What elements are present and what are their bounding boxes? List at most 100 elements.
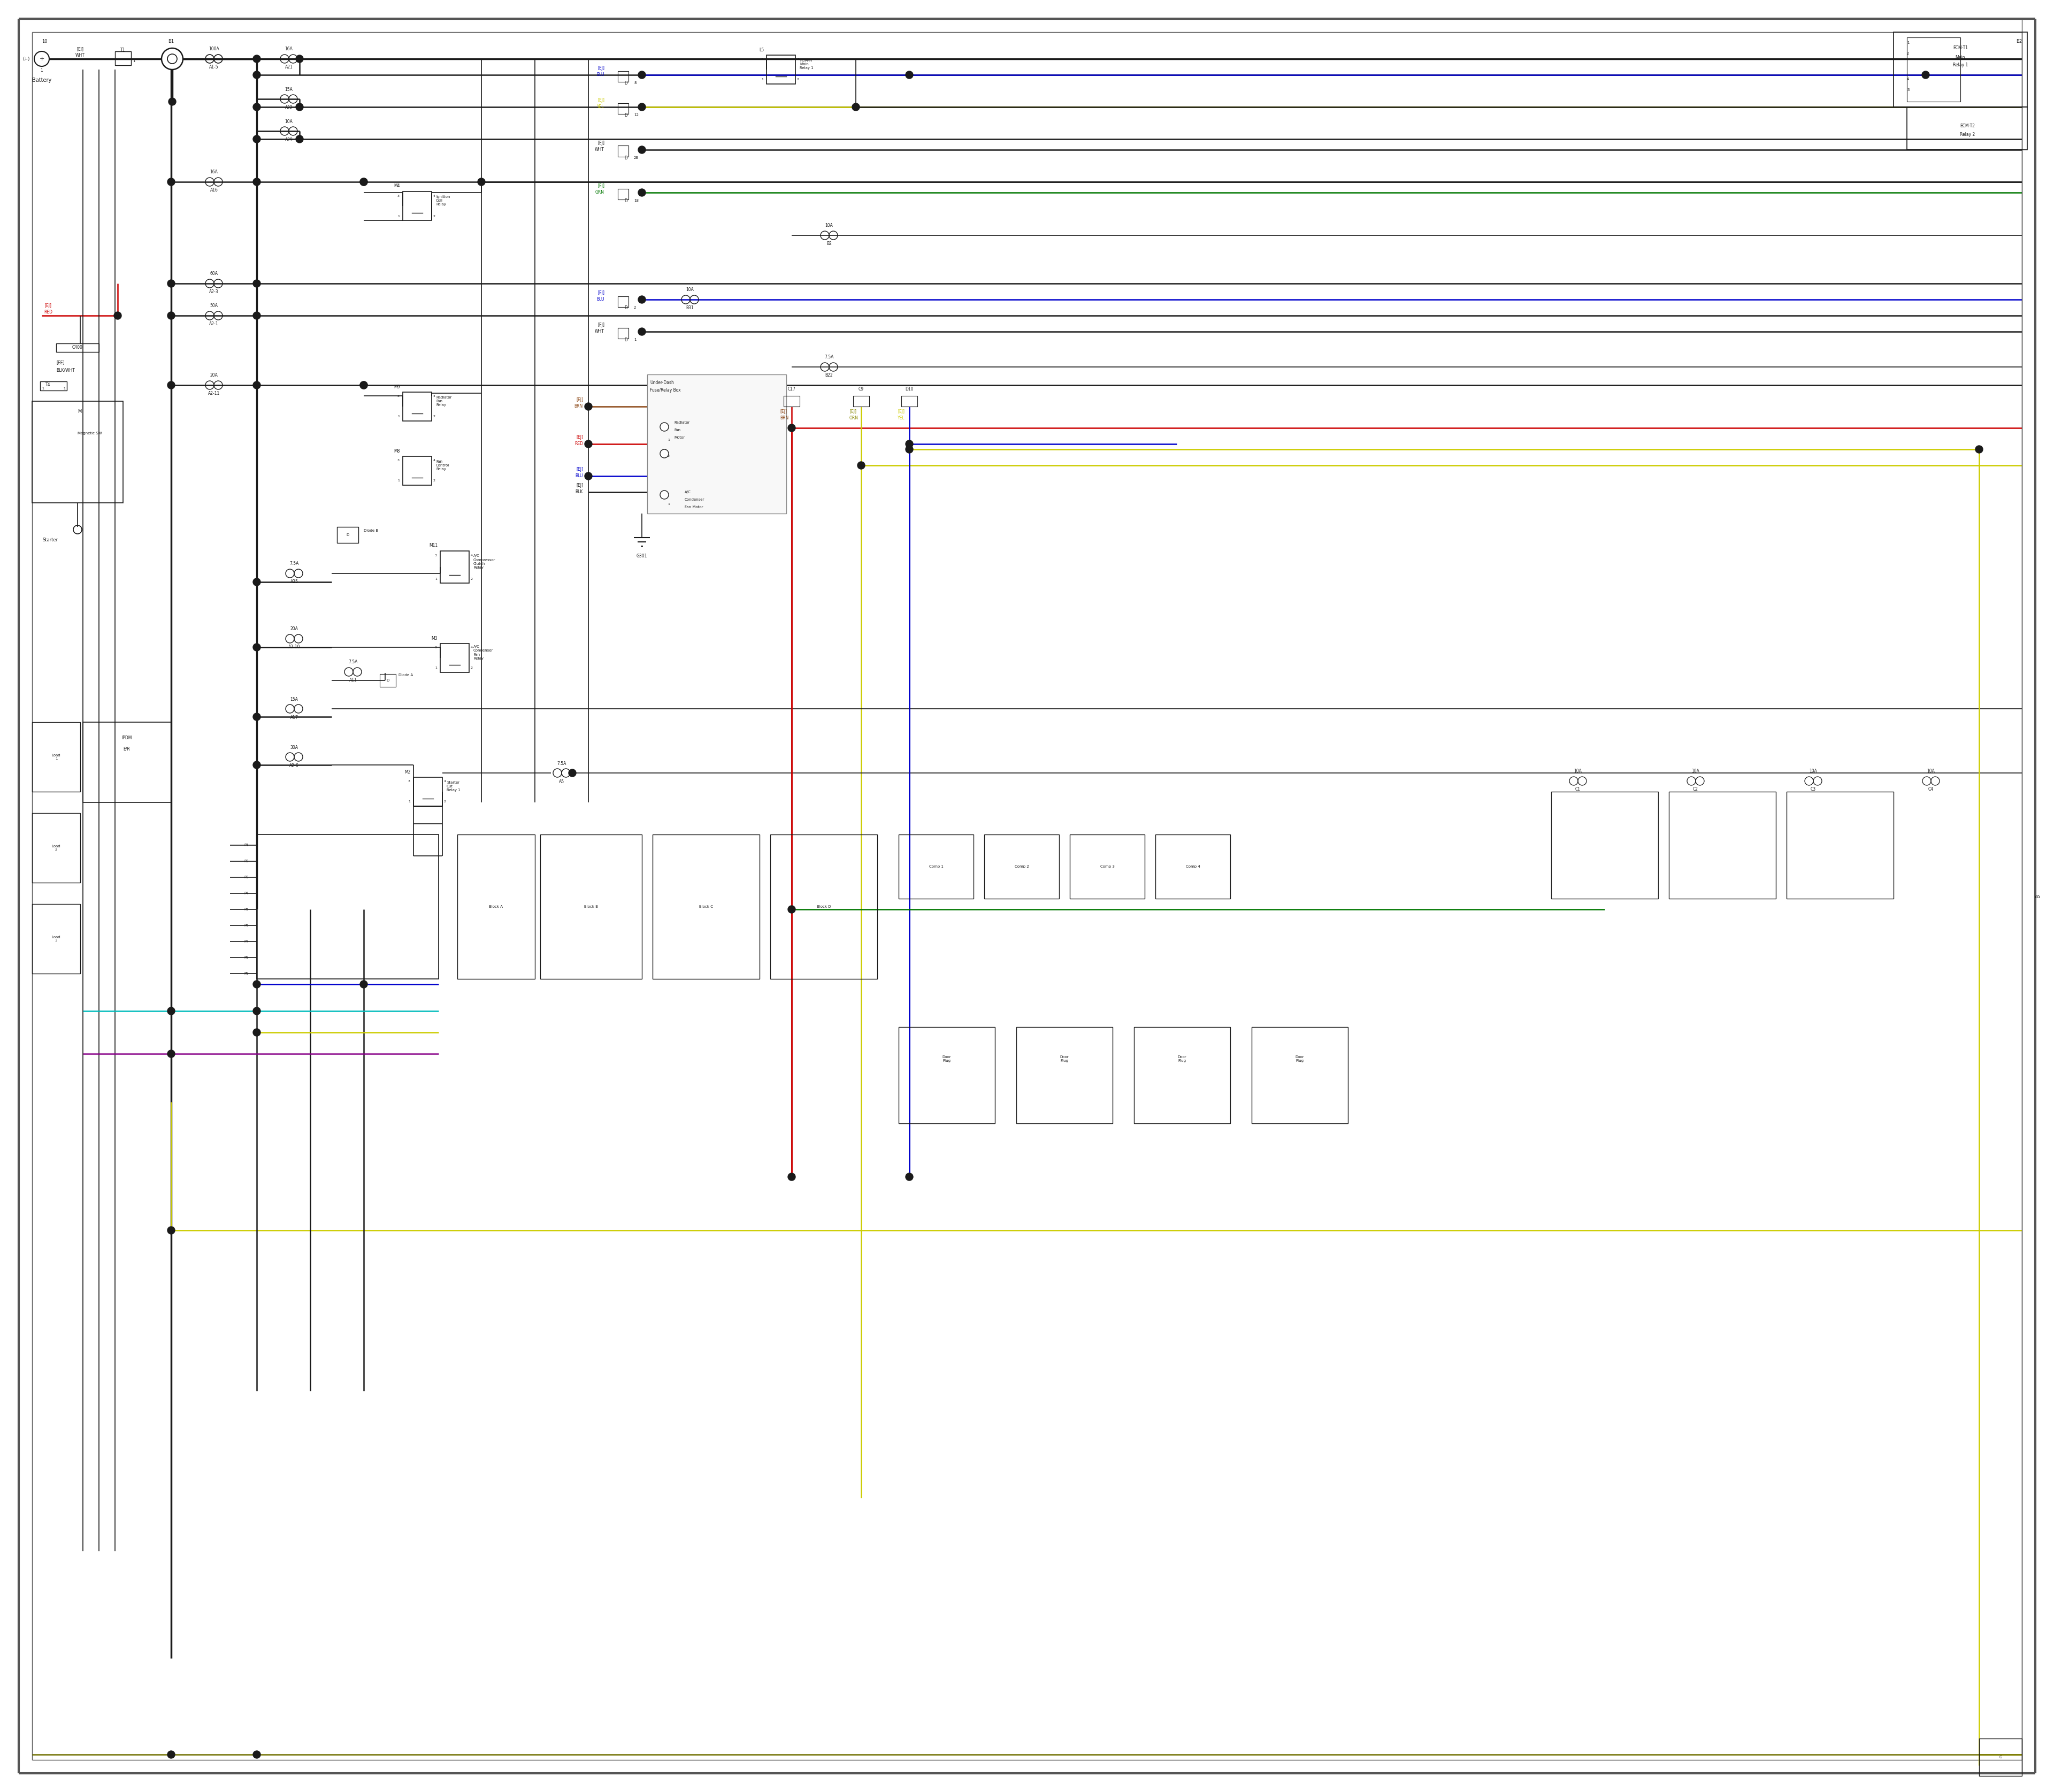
Text: D10: D10 bbox=[906, 387, 914, 392]
Text: [EJ]: [EJ] bbox=[598, 185, 604, 188]
Text: 4: 4 bbox=[444, 780, 446, 783]
Text: 10: 10 bbox=[41, 39, 47, 45]
Circle shape bbox=[857, 462, 865, 470]
Text: BRN: BRN bbox=[575, 405, 583, 409]
Text: 16A: 16A bbox=[210, 170, 218, 174]
Text: [EJ]: [EJ] bbox=[575, 435, 583, 441]
Circle shape bbox=[253, 177, 261, 186]
Circle shape bbox=[168, 312, 175, 319]
Circle shape bbox=[359, 382, 368, 389]
Text: D: D bbox=[624, 156, 626, 159]
Text: M8: M8 bbox=[394, 448, 401, 453]
Text: 7.5A: 7.5A bbox=[290, 561, 298, 566]
Text: Motor: Motor bbox=[674, 435, 684, 439]
Text: [EJ]: [EJ] bbox=[45, 303, 51, 308]
Text: WHT: WHT bbox=[76, 54, 84, 57]
Text: Relay 2: Relay 2 bbox=[1960, 133, 1974, 138]
Text: A22: A22 bbox=[286, 106, 294, 109]
Circle shape bbox=[168, 99, 177, 106]
Text: T4: T4 bbox=[45, 383, 51, 387]
Text: T1: T1 bbox=[121, 48, 125, 52]
Text: 1: 1 bbox=[762, 79, 764, 81]
Circle shape bbox=[639, 296, 645, 303]
Text: C3: C3 bbox=[1810, 787, 1816, 792]
Bar bbox=[618, 145, 629, 156]
Bar bbox=[55, 344, 99, 351]
Text: P9: P9 bbox=[244, 971, 249, 975]
Text: 3: 3 bbox=[762, 57, 764, 61]
Circle shape bbox=[359, 177, 368, 186]
Text: [EI]: [EI] bbox=[76, 47, 84, 52]
Text: C1: C1 bbox=[1575, 787, 1582, 792]
Text: 1: 1 bbox=[435, 667, 438, 670]
Bar bbox=[1906, 108, 2027, 151]
Bar bbox=[115, 52, 131, 65]
Text: Diode B: Diode B bbox=[364, 529, 378, 532]
Circle shape bbox=[296, 136, 304, 143]
Bar bbox=[653, 835, 760, 978]
Bar bbox=[618, 328, 629, 339]
Text: A2-1: A2-1 bbox=[210, 323, 218, 326]
Text: 15A: 15A bbox=[290, 697, 298, 701]
Text: A2-11: A2-11 bbox=[207, 391, 220, 396]
Text: [EJ]: [EJ] bbox=[598, 142, 604, 145]
Text: GRN: GRN bbox=[596, 190, 604, 195]
Circle shape bbox=[1976, 446, 1982, 453]
Circle shape bbox=[253, 1007, 261, 1014]
Circle shape bbox=[789, 425, 795, 432]
Text: A25: A25 bbox=[290, 579, 298, 584]
Text: 3: 3 bbox=[435, 554, 438, 557]
Text: Comp 1: Comp 1 bbox=[928, 866, 943, 867]
Text: M4: M4 bbox=[394, 185, 401, 188]
Circle shape bbox=[253, 980, 261, 987]
Circle shape bbox=[789, 905, 795, 914]
Circle shape bbox=[659, 491, 670, 500]
Circle shape bbox=[253, 72, 261, 79]
Text: Diode A: Diode A bbox=[398, 674, 413, 677]
Text: M9: M9 bbox=[394, 383, 401, 389]
Text: Door
Plug: Door Plug bbox=[1177, 1055, 1187, 1063]
Text: ORN: ORN bbox=[850, 416, 859, 421]
Text: A17: A17 bbox=[290, 715, 298, 720]
Text: D: D bbox=[624, 305, 626, 310]
Circle shape bbox=[168, 54, 177, 65]
Text: Door
Plug: Door Plug bbox=[1060, 1055, 1068, 1063]
Bar bbox=[458, 835, 534, 978]
Circle shape bbox=[168, 1007, 175, 1014]
Text: D: D bbox=[624, 113, 626, 118]
Text: Door
Plug: Door Plug bbox=[943, 1055, 951, 1063]
Bar bbox=[852, 396, 869, 407]
Bar bbox=[1070, 835, 1144, 898]
Bar bbox=[785, 396, 799, 407]
Text: 1: 1 bbox=[635, 339, 637, 340]
Text: 1: 1 bbox=[64, 387, 66, 389]
Text: BRN: BRN bbox=[781, 416, 789, 421]
Text: 20A: 20A bbox=[290, 627, 298, 631]
Bar bbox=[1668, 792, 1777, 898]
Text: 10A: 10A bbox=[1573, 769, 1582, 774]
Text: P4: P4 bbox=[244, 892, 249, 894]
Circle shape bbox=[168, 382, 175, 389]
Text: [EJ]: [EJ] bbox=[898, 410, 904, 414]
Bar bbox=[440, 643, 468, 672]
Circle shape bbox=[253, 56, 261, 63]
Text: 12: 12 bbox=[635, 113, 639, 116]
Text: B2: B2 bbox=[2015, 39, 2021, 45]
Bar bbox=[1551, 792, 1658, 898]
Text: A/C: A/C bbox=[684, 491, 690, 495]
Text: 1: 1 bbox=[668, 502, 670, 505]
Text: C400: C400 bbox=[72, 346, 82, 349]
Text: 1: 1 bbox=[398, 215, 401, 217]
Circle shape bbox=[253, 643, 261, 650]
Circle shape bbox=[253, 280, 261, 287]
Text: B1: B1 bbox=[168, 39, 175, 45]
Circle shape bbox=[639, 328, 645, 335]
Text: A21: A21 bbox=[286, 65, 294, 70]
Text: +: + bbox=[39, 56, 45, 61]
Text: IPDM: IPDM bbox=[121, 737, 131, 740]
Text: 3: 3 bbox=[396, 195, 401, 197]
Bar bbox=[440, 550, 468, 582]
Text: [EJ]: [EJ] bbox=[575, 468, 583, 471]
Text: 10A: 10A bbox=[686, 287, 694, 292]
Circle shape bbox=[113, 312, 121, 319]
